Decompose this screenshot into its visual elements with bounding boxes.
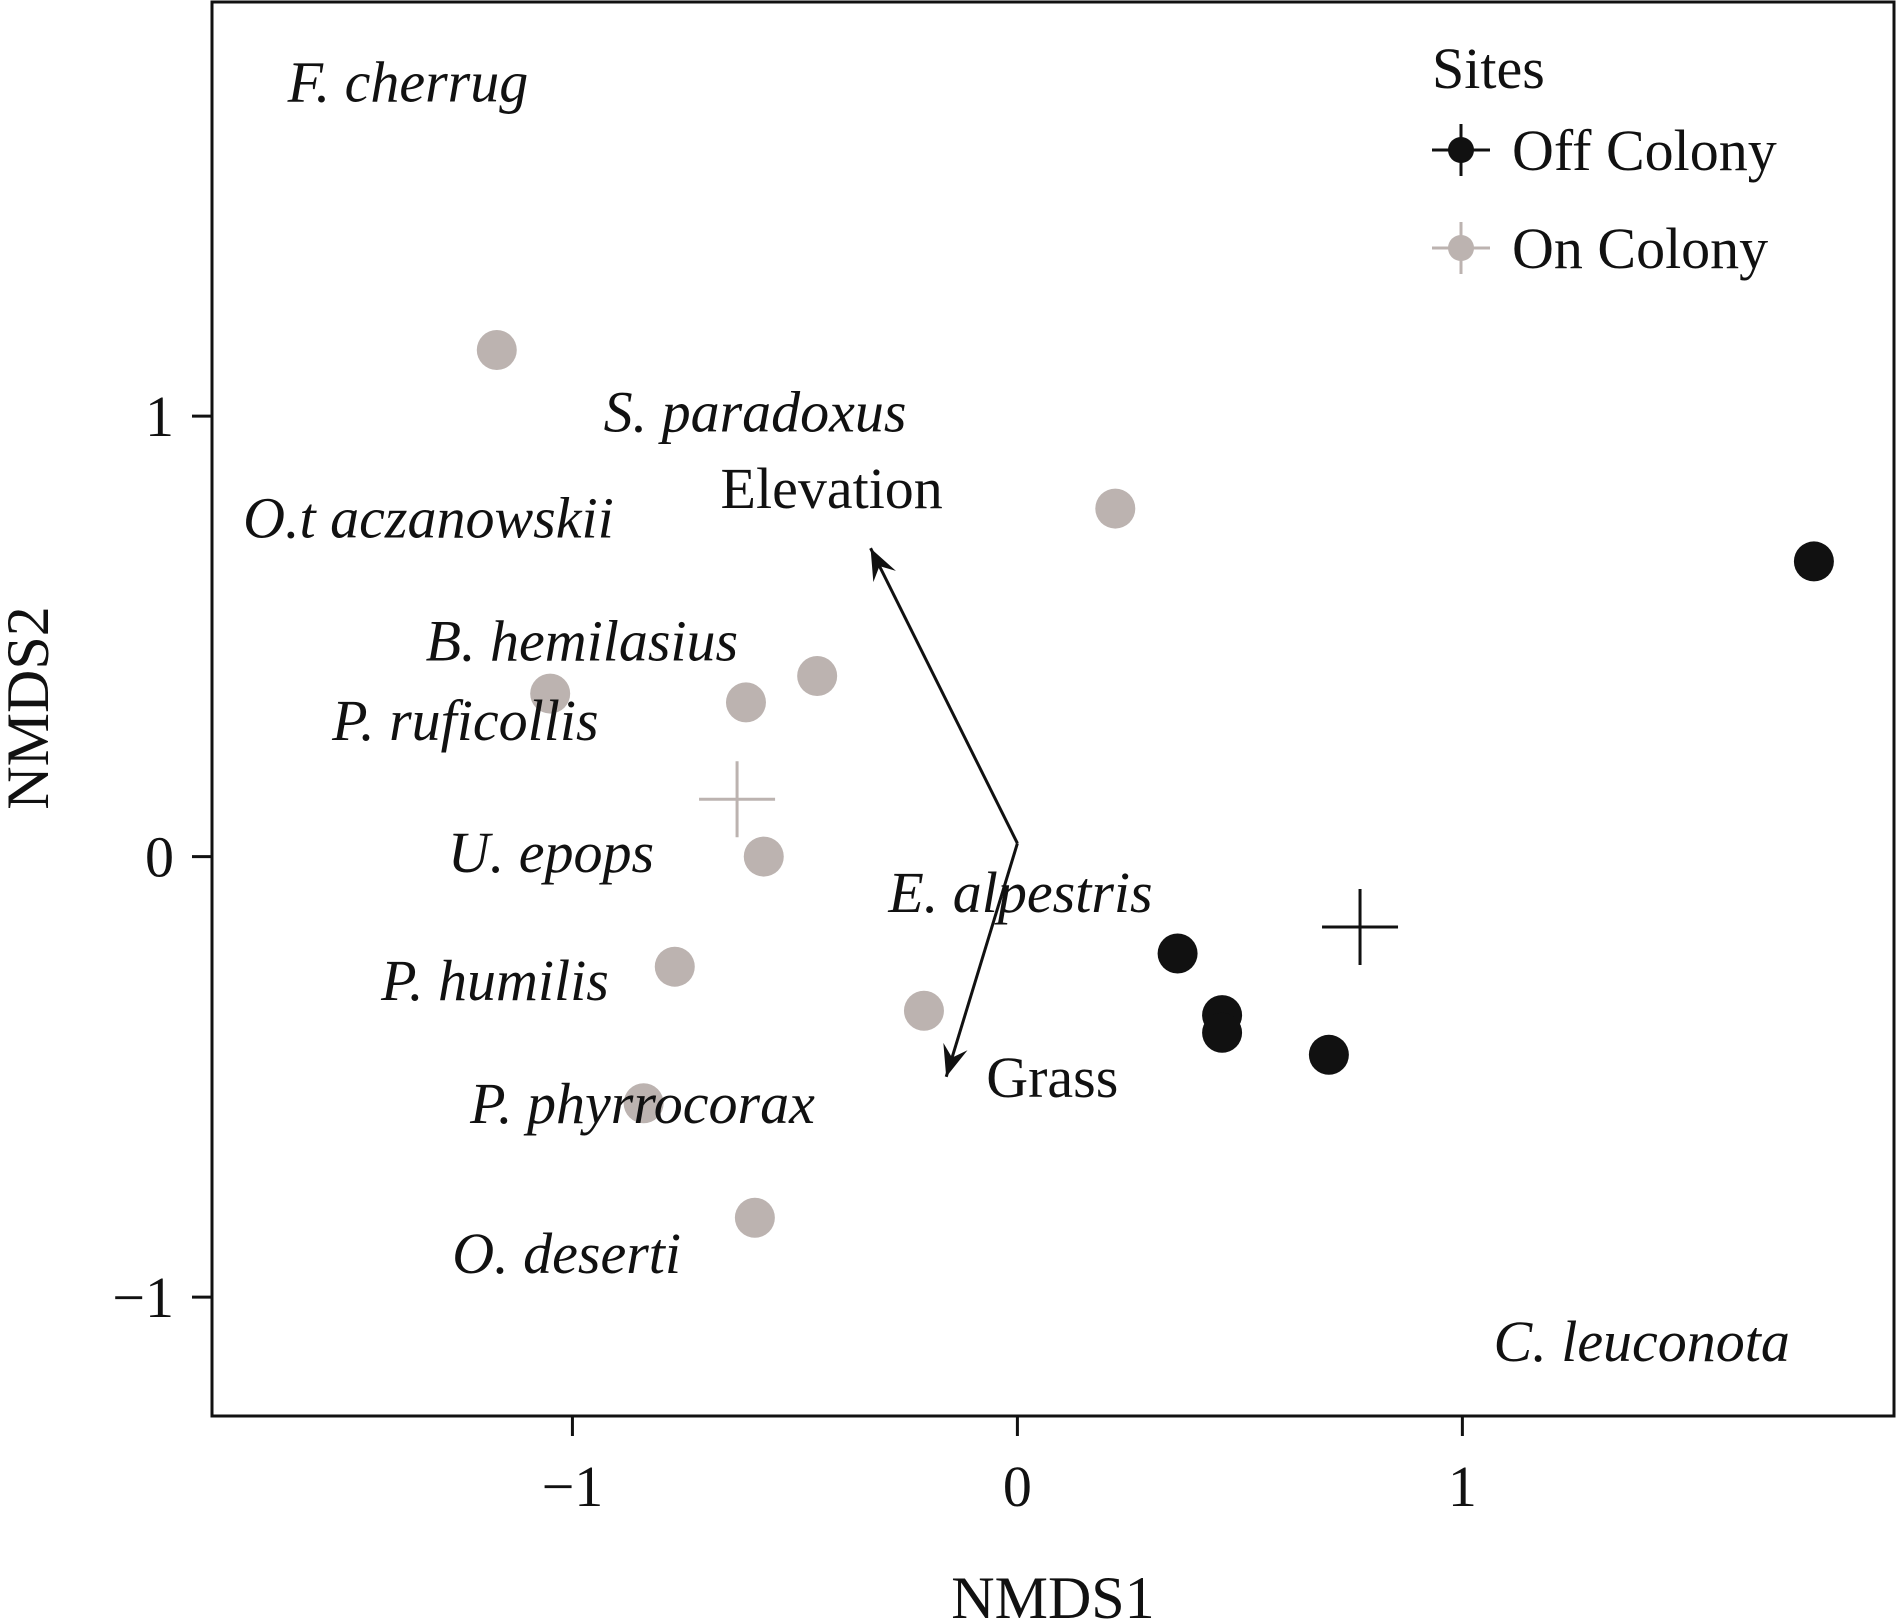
legend-item-on-colony: On Colony: [1432, 216, 1768, 281]
y-axis-ticks: −1 0 1: [112, 384, 212, 1330]
on-colony-point: [1095, 488, 1136, 529]
legend-label-on-colony: On Colony: [1512, 216, 1768, 281]
group-centroids: [699, 761, 1399, 966]
elevation-vector-arrowhead: [870, 548, 896, 583]
elevation-vector-line: [869, 547, 1019, 845]
species-labels: F. cherrug S. paradoxus O.t aczanowskii B. …: [243, 49, 1790, 1374]
y-tick-label: 1: [145, 384, 174, 449]
legend-label-off-colony: Off Colony: [1512, 118, 1777, 183]
legend-marker-on-colony: [1448, 235, 1474, 261]
on-colony-point: [654, 946, 695, 987]
legend-marker-off-colony: [1448, 137, 1474, 163]
off-colony-point: [1793, 541, 1834, 582]
grass-vector-line: [944, 842, 1019, 1078]
species-label-e-alpestris: E. alpestris: [887, 860, 1152, 925]
x-axis-ticks: −1 0 1: [542, 1416, 1477, 1519]
on-colony-point: [530, 673, 571, 714]
on-colony-point: [797, 655, 838, 696]
on-colony-point: [623, 1083, 664, 1124]
species-label-p-ruficollis: P. ruficollis: [331, 688, 598, 753]
species-label-p-phyrrocorax: P. phyrrocorax: [469, 1071, 815, 1136]
species-label-b-hemilasius: B. hemilasius: [426, 609, 739, 674]
off-colony-point: [1157, 933, 1198, 974]
species-label-c-leuconota: C. leuconota: [1494, 1309, 1790, 1374]
x-tick-label: 1: [1448, 1454, 1477, 1519]
off-colony-point: [1202, 1012, 1243, 1053]
site-points: [476, 329, 1834, 1238]
on-colony-centroid: [699, 761, 776, 838]
environmental-vectors: Elevation Grass: [721, 456, 1119, 1110]
x-tick-label: −1: [542, 1454, 604, 1519]
on-colony-point: [743, 836, 784, 877]
y-tick-label: 0: [145, 825, 174, 890]
on-colony-point: [903, 990, 944, 1031]
elevation-vector-label: Elevation: [721, 456, 943, 521]
y-tick-label: −1: [112, 1265, 174, 1330]
grass-vector-arrowhead: [943, 1042, 968, 1077]
off-colony-point: [1308, 1034, 1349, 1075]
off-colony-centroid: [1322, 889, 1399, 966]
legend-title: Sites: [1432, 36, 1545, 101]
on-colony-point: [476, 329, 517, 370]
on-colony-point: [734, 1197, 775, 1238]
grass-vector-label: Grass: [986, 1045, 1118, 1110]
species-label-o-deserti: O. deserti: [452, 1221, 681, 1286]
x-tick-label: 0: [1003, 1454, 1032, 1519]
plot-frame: [210, 0, 1896, 1418]
y-axis-title: NMDS2: [0, 606, 61, 809]
species-label-f-cherrug: F. cherrug: [287, 49, 529, 114]
legend-item-off-colony: Off Colony: [1432, 118, 1777, 183]
species-label-u-epops: U. epops: [448, 820, 654, 885]
on-colony-point: [725, 682, 766, 723]
species-label-o-t-aczanowskii: O.t aczanowskii: [243, 485, 614, 550]
x-axis-title: NMDS1: [951, 1565, 1154, 1624]
legend: Sites Off Colony On Colony: [1432, 36, 1777, 281]
species-label-p-humilis: P. humilis: [380, 948, 609, 1013]
species-label-s-paradoxus: S. paradoxus: [604, 380, 907, 445]
